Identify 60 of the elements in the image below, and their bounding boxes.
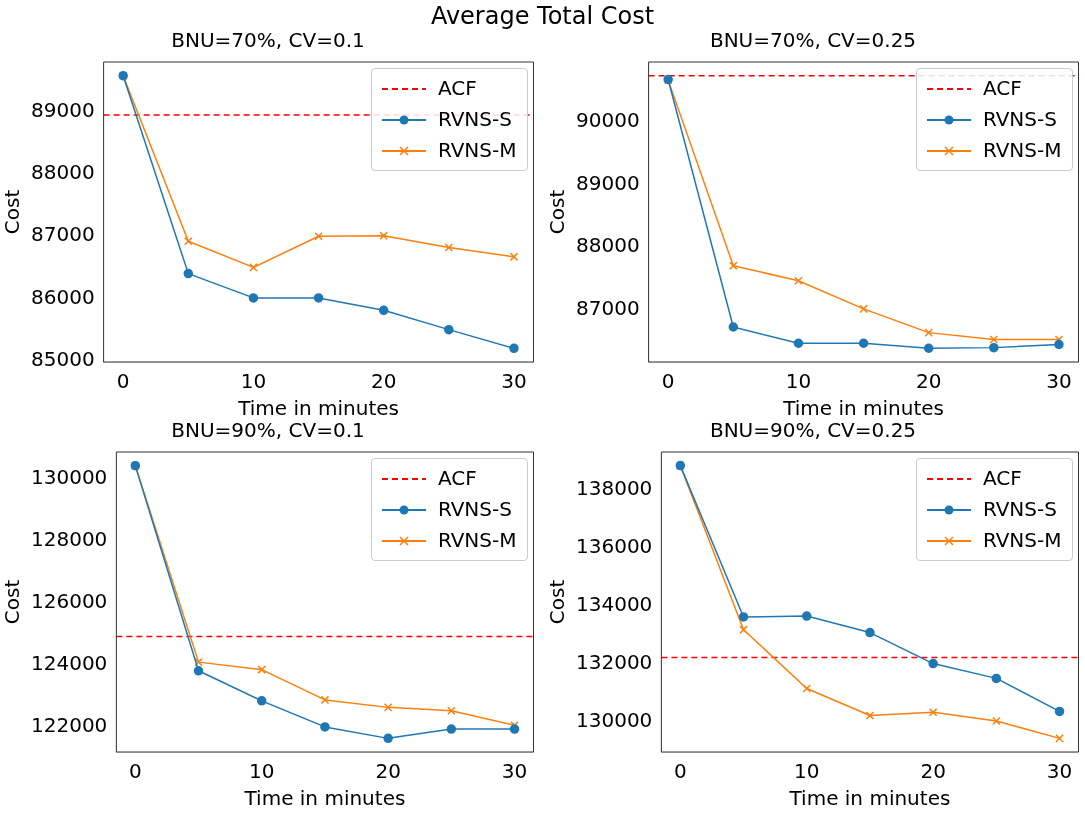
x-axis-title: Time in minutes bbox=[243, 786, 406, 811]
y-tick-label: 122000 bbox=[30, 713, 108, 738]
y-axis-title: Cost bbox=[0, 579, 25, 625]
x-axis-title: Time in minutes bbox=[782, 396, 944, 421]
legend-label: RVNS-S bbox=[437, 496, 512, 523]
y-tick-label: 89000 bbox=[31, 98, 95, 122]
legend-label: RVNS-M bbox=[982, 527, 1062, 554]
y-tick-label: 128000 bbox=[30, 527, 108, 552]
legend-label: ACF bbox=[437, 465, 477, 492]
legend-label: RVNS-S bbox=[982, 106, 1057, 133]
y-tick-label: 136000 bbox=[575, 534, 653, 559]
y-tick-label: 138000 bbox=[575, 476, 653, 501]
x-tick-label: 20 bbox=[375, 759, 401, 784]
x-tick-label: 0 bbox=[673, 759, 687, 784]
legend-label: RVNS-M bbox=[982, 137, 1062, 164]
x-tick-label: 30 bbox=[1046, 369, 1072, 394]
y-tick-label: 132000 bbox=[575, 650, 653, 675]
x-tick-label: 20 bbox=[915, 369, 942, 394]
chart-title: BNU=70%, CV=0.1 bbox=[171, 28, 365, 53]
y-tick-label: 89000 bbox=[576, 170, 640, 195]
text: Average Total Cost bbox=[429, 2, 656, 30]
x-tick-label: 0 bbox=[661, 369, 675, 394]
y-tick-label: 87000 bbox=[31, 222, 95, 247]
y-axis-title: Cost bbox=[545, 579, 570, 625]
chart-title: BNU=90%, CV=0.25 bbox=[709, 418, 917, 443]
legend-label: ACF bbox=[437, 75, 477, 102]
y-tick-label: 88000 bbox=[576, 233, 640, 258]
x-tick-label: 20 bbox=[370, 369, 397, 394]
y-axis-title: Cost bbox=[545, 189, 570, 235]
x-tick-label: 10 bbox=[248, 759, 275, 784]
y-tick-label: 130000 bbox=[575, 708, 653, 733]
x-tick-label: 0 bbox=[116, 369, 130, 394]
y-tick-label: 88000 bbox=[31, 160, 95, 185]
x-tick-label: 30 bbox=[501, 369, 527, 394]
x-axis-title: Time in minutes bbox=[788, 786, 951, 811]
ref-line-label: ACF bbox=[982, 75, 1022, 102]
x-axis-title: Time in minutes bbox=[237, 396, 399, 421]
x-tick-label: 0 bbox=[128, 759, 142, 784]
x-tick-label: 10 bbox=[793, 759, 820, 784]
legend-label: RVNS-S bbox=[982, 496, 1057, 523]
x-tick-label: 20 bbox=[920, 759, 946, 784]
legend-label: RVNS-S bbox=[437, 106, 512, 133]
x-tick-label: 10 bbox=[240, 369, 267, 394]
chart-title: BNU=70%, CV=0.25 bbox=[709, 28, 917, 53]
y-tick-label: 126000 bbox=[30, 589, 108, 614]
y-tick-label: 130000 bbox=[30, 465, 108, 490]
x-tick-label: 10 bbox=[785, 369, 812, 394]
y-axis-title: Cost bbox=[0, 189, 25, 235]
y-tick-label: 90000 bbox=[576, 108, 640, 133]
x-tick-label: 30 bbox=[501, 759, 528, 784]
legend-label: RVNS-M bbox=[437, 527, 517, 554]
y-tick-label: 134000 bbox=[575, 592, 653, 617]
chart-title: BNU=90%, CV=0.1 bbox=[171, 418, 365, 443]
y-tick-label: 124000 bbox=[30, 651, 108, 676]
y-tick-label: 87000 bbox=[576, 295, 640, 320]
legend-label: ACF bbox=[982, 465, 1022, 492]
y-tick-label: 86000 bbox=[31, 284, 95, 309]
legend-label: RVNS-M bbox=[437, 137, 517, 164]
x-tick-label: 30 bbox=[1046, 759, 1073, 784]
y-tick-label: 85000 bbox=[31, 346, 95, 371]
